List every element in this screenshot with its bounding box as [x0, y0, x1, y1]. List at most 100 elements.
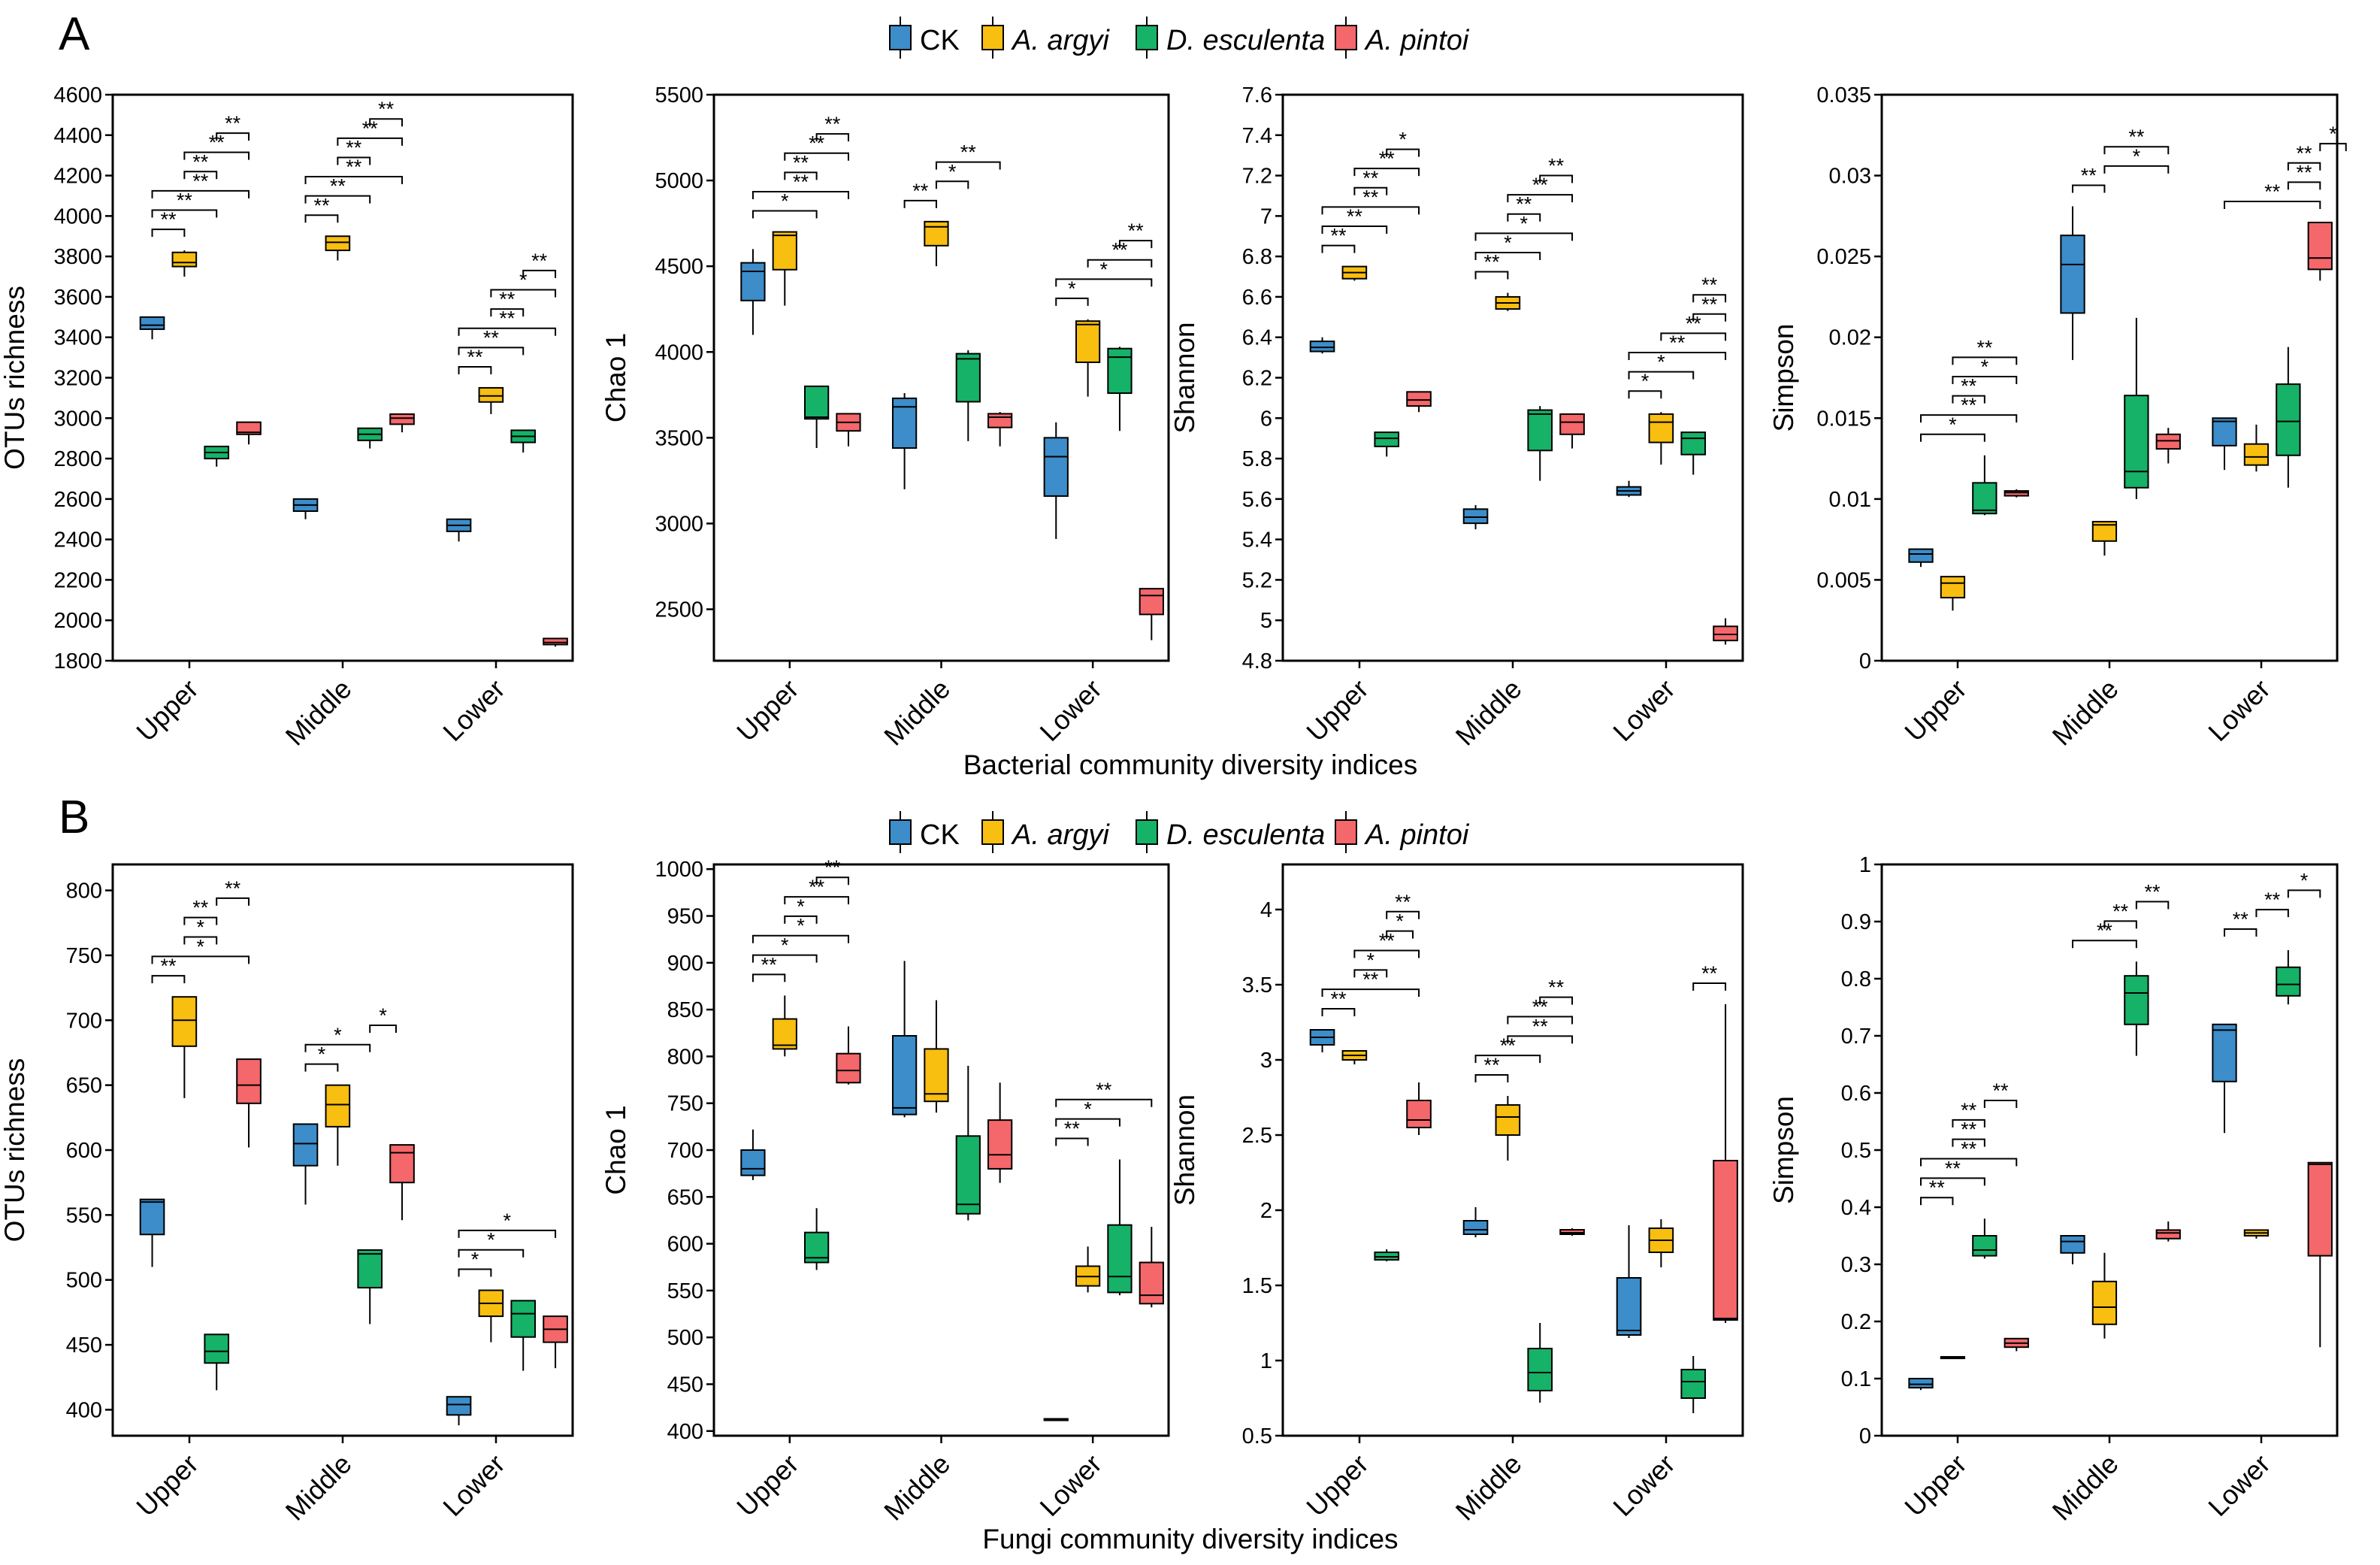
significance-bracket: **: [151, 170, 250, 198]
box-middle-ck: [2060, 206, 2085, 360]
box-body: [1374, 431, 1400, 447]
box-body: [955, 353, 981, 403]
box-body: [924, 220, 949, 247]
significance-label: **: [1379, 147, 1396, 170]
significance-label: *: [2133, 145, 2141, 168]
bracket-line: [1920, 1197, 1954, 1206]
box-upper-a-pintoi: [836, 413, 861, 446]
box-upper-d-esculenta: [1972, 455, 1997, 516]
y-tick-label: 6.6: [1242, 286, 1272, 310]
y-tick-label: 0.01: [1829, 488, 1871, 512]
box-body: [891, 397, 918, 450]
bracket-line: [304, 195, 371, 204]
significance-label: **: [1961, 1138, 1977, 1161]
significance-label: **: [378, 98, 395, 120]
significance-bracket: **: [1920, 1157, 1985, 1186]
y-tick-label: 7.4: [1242, 124, 1272, 148]
significance-bracket: **: [751, 171, 849, 199]
x-category-label: Upper: [130, 674, 204, 747]
significance-label: **: [1128, 219, 1145, 242]
x-category-label: Upper: [1898, 674, 1972, 747]
significance-label: **: [1701, 293, 1718, 316]
bracket-line: [1507, 194, 1574, 203]
bracket-line: [522, 269, 557, 278]
y-tick-label: 0: [1859, 649, 1871, 674]
box-upper-a-argyi: [171, 996, 198, 1098]
significance-label: **: [160, 208, 177, 231]
box-lower-d-esculenta: [1680, 431, 1707, 475]
box-upper-d-esculenta: [204, 445, 230, 467]
y-tick-label: 3000: [53, 407, 102, 431]
x-category-label: Middle: [878, 1448, 956, 1527]
significance-bracket: **: [2072, 164, 2106, 193]
bracket-line: [815, 133, 849, 142]
significance-label: **: [225, 877, 241, 900]
box-middle-ck: [2060, 1235, 2085, 1264]
bracket-line: [751, 934, 849, 943]
bracket-line: [784, 171, 818, 180]
significance-label: **: [1330, 988, 1347, 1010]
box-body: [1713, 625, 1738, 642]
y-tick-label: 2500: [655, 598, 703, 622]
chart-b-4: 0 0.1 0.2 0.3 0.4 0.5 0.6 0.7 0.8 0.9 1 Simpson Uppe…: [1768, 853, 2339, 1527]
significance-bracket: *: [369, 1004, 397, 1033]
box-upper-d-esculenta: [804, 385, 830, 449]
y-tick-label: 1: [1260, 1349, 1272, 1373]
significance-bracket: **: [1952, 375, 1985, 404]
box-body: [1139, 588, 1164, 616]
significance-label: *: [781, 190, 789, 213]
plot-frame: [1281, 863, 1744, 1437]
box-body: [2155, 433, 2181, 450]
box-middle-a-pintoi: [1559, 413, 1585, 449]
significance-label: *: [1084, 1098, 1092, 1121]
box-body: [478, 386, 504, 403]
chart-b-3: 0.5 1 1.5 2 2.5 3 3.5 4 Shannon Upper Middle Lower *…: [1169, 863, 1744, 1527]
y-tick-label: 5: [1260, 609, 1272, 633]
significance-label: **: [1961, 1099, 1977, 1122]
box-upper-ck: [1908, 1378, 1934, 1391]
bracket-line: [216, 897, 250, 906]
significance-bracket: **: [151, 189, 218, 218]
significance-label: *: [1641, 370, 1650, 392]
significance-bracket: **: [1353, 167, 1388, 195]
box-body: [325, 235, 351, 252]
significance-bracket: *: [2287, 869, 2321, 898]
box-body: [2307, 221, 2333, 271]
significance-bracket: *: [1055, 277, 1089, 306]
panel-a-x-axis-label: Bacterial community diversity indices: [963, 749, 1418, 780]
x-category-label: Lower: [1607, 674, 1680, 747]
y-tick-label: 2: [1260, 1199, 1272, 1223]
y-tick-label: 0.7: [1841, 1025, 1871, 1049]
box-body: [924, 1048, 949, 1103]
y-tick-label: 700: [667, 1139, 703, 1163]
y-tick-label: 0: [1859, 1424, 1871, 1448]
significance-bracket: **: [304, 175, 371, 204]
significance-label: **: [1961, 1119, 1977, 1141]
significance-label: **: [2264, 180, 2281, 203]
bracket-line: [935, 161, 1001, 170]
y-tick-label: 2.5: [1242, 1124, 1272, 1148]
box-lower-a-pintoi: [543, 637, 568, 647]
box-body: [1680, 431, 1707, 456]
significance-label: **: [1362, 968, 1379, 991]
bracket-line: [1055, 1137, 1089, 1146]
significance-bracket: **: [2224, 908, 2258, 937]
significance-label: **: [824, 113, 841, 135]
legend-label-1: A. argyi: [1011, 25, 1110, 56]
box-body: [510, 1300, 537, 1338]
box-body: [1075, 320, 1101, 363]
significance-label: **: [1548, 155, 1565, 177]
box-lower-a-argyi: [1648, 1219, 1674, 1267]
box-body: [1309, 341, 1335, 353]
significance-label: *: [1367, 949, 1375, 971]
significance-bracket: **: [1118, 219, 1153, 249]
significance-bracket: **: [304, 156, 404, 185]
panel-a-letter: A: [59, 8, 90, 60]
y-tick-label: 2800: [53, 447, 102, 471]
y-tick-label: 500: [66, 1269, 102, 1293]
significance-bracket: **: [2255, 888, 2289, 918]
box-upper-a-argyi: [171, 250, 198, 277]
bracket-line: [151, 975, 186, 984]
bracket-line: [1539, 996, 1574, 1005]
